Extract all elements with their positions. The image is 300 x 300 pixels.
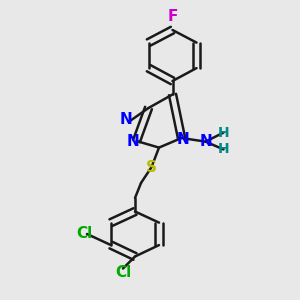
Text: S: S: [146, 160, 157, 175]
Text: Cl: Cl: [76, 226, 92, 242]
Text: N: N: [199, 134, 212, 149]
Text: F: F: [167, 9, 178, 24]
Text: H: H: [218, 142, 229, 156]
Text: N: N: [127, 134, 139, 148]
Text: N: N: [177, 132, 189, 147]
Text: Cl: Cl: [115, 265, 131, 280]
Text: H: H: [218, 126, 229, 140]
Text: N: N: [120, 112, 132, 127]
